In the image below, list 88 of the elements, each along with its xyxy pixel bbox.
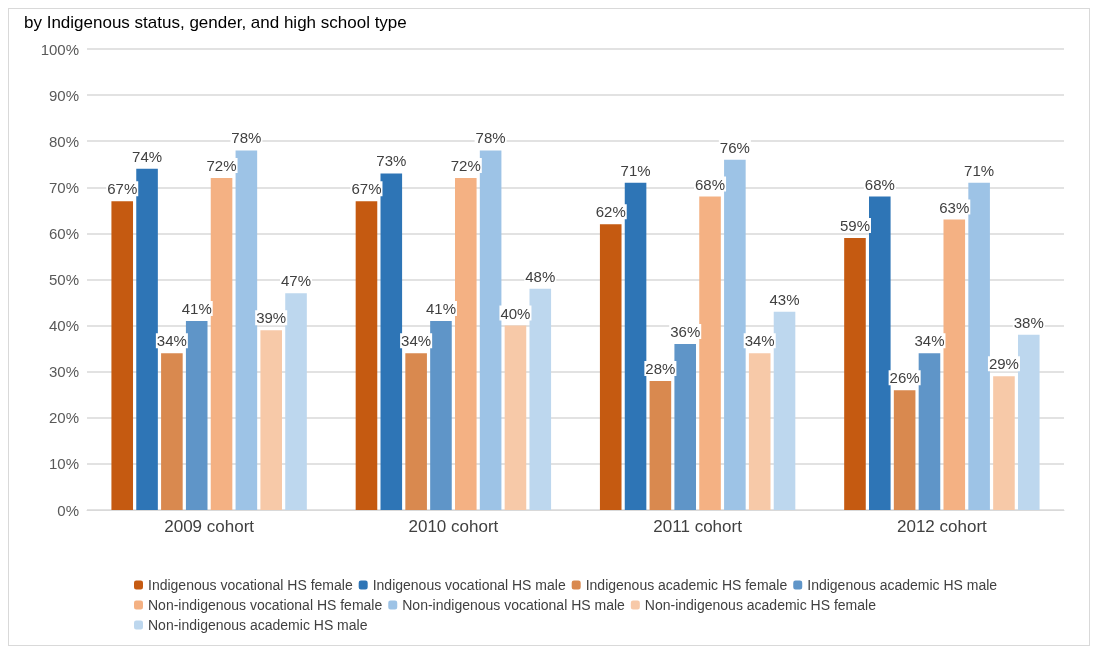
data-label: 26% (889, 369, 920, 387)
y-tick-label: 70% (48, 178, 79, 196)
legend-label: Non-indigenous academic HS male (148, 617, 368, 633)
data-label: 40% (500, 304, 531, 322)
data-label: 67% (351, 180, 382, 198)
y-tick-label: 80% (48, 132, 79, 150)
legend-label: Indigenous academic HS male (807, 577, 998, 593)
data-label: 28% (645, 359, 676, 377)
x-tick-label: 2009 cohort (164, 517, 255, 536)
data-label: 34% (744, 332, 775, 350)
bar (968, 182, 990, 510)
data-label: 29% (988, 355, 1019, 373)
data-label: 36% (670, 323, 701, 341)
bar (479, 150, 502, 510)
data-label: 74% (132, 147, 163, 165)
y-tick-label: 0% (57, 501, 79, 519)
bar (599, 224, 622, 510)
y-tick-label: 40% (48, 317, 79, 335)
y-tick-label: 100% (40, 40, 79, 58)
bar (893, 390, 916, 510)
y-tick-label: 20% (48, 409, 79, 427)
data-label: 68% (695, 175, 726, 193)
y-tick-label: 60% (48, 224, 79, 242)
data-label: 41% (181, 299, 212, 317)
bar (285, 293, 307, 510)
bar (624, 182, 647, 510)
legend-label: Non-indigenous academic HS female (644, 597, 877, 613)
data-label: 39% (256, 309, 287, 327)
y-tick-label: 90% (48, 86, 79, 104)
data-label: 72% (450, 157, 481, 175)
data-label: 71% (620, 161, 651, 179)
data-label: 34% (914, 332, 945, 350)
bar (504, 325, 527, 510)
data-label: 78% (231, 129, 262, 147)
bar (1017, 334, 1040, 510)
y-tick-label: 50% (48, 271, 79, 288)
bar (454, 178, 477, 510)
bar (111, 201, 134, 510)
bar (161, 353, 183, 510)
bar (529, 288, 552, 510)
data-label: 72% (206, 157, 237, 175)
bar (773, 311, 796, 510)
data-label: 76% (719, 138, 750, 156)
bar (210, 178, 233, 510)
bar (869, 196, 891, 510)
data-label: 48% (525, 267, 556, 285)
bar (260, 330, 282, 510)
bar (235, 150, 258, 510)
bar (748, 353, 771, 510)
bar (430, 320, 452, 510)
chart-title: by Indigenous status, gender, and high school type (24, 13, 407, 32)
bar (185, 320, 208, 510)
data-label: 43% (769, 290, 800, 308)
bar (355, 201, 378, 510)
bar (674, 344, 697, 510)
legend-label: Indigenous vocational HS female (148, 577, 353, 593)
legend-label: Indigenous academic HS female (585, 577, 788, 593)
x-tick-label: 2010 cohort (408, 517, 499, 536)
data-label: 34% (156, 332, 187, 350)
data-label: 63% (939, 198, 970, 216)
data-label: 34% (401, 332, 432, 350)
bar (380, 173, 403, 510)
x-tick-label: 2011 cohort (653, 517, 743, 536)
data-label: 68% (864, 175, 895, 193)
bar (918, 353, 941, 510)
data-label: 41% (425, 299, 456, 317)
data-label: 73% (376, 152, 407, 170)
y-tick-label: 10% (48, 455, 79, 473)
bar (699, 196, 721, 510)
bar (136, 168, 158, 510)
data-label: 62% (595, 203, 626, 221)
data-label: 38% (1013, 313, 1044, 331)
data-label: 71% (964, 161, 995, 179)
bar (844, 238, 866, 510)
data-label: 59% (839, 217, 870, 235)
bar (649, 380, 672, 510)
x-tick-label: 2012 cohort (896, 517, 988, 536)
legend-label: Non-indigenous vocational HS female (148, 597, 383, 613)
bar (943, 219, 966, 510)
data-label: 47% (281, 272, 312, 290)
bar (724, 159, 746, 510)
data-label: 78% (475, 129, 506, 147)
data-label: 67% (107, 180, 138, 198)
legend-label: Indigenous vocational HS male (372, 577, 566, 593)
bar (405, 353, 427, 510)
legend-label: Non-indigenous vocational HS male (402, 597, 626, 613)
y-tick-label: 30% (48, 363, 79, 381)
bar (993, 376, 1015, 510)
